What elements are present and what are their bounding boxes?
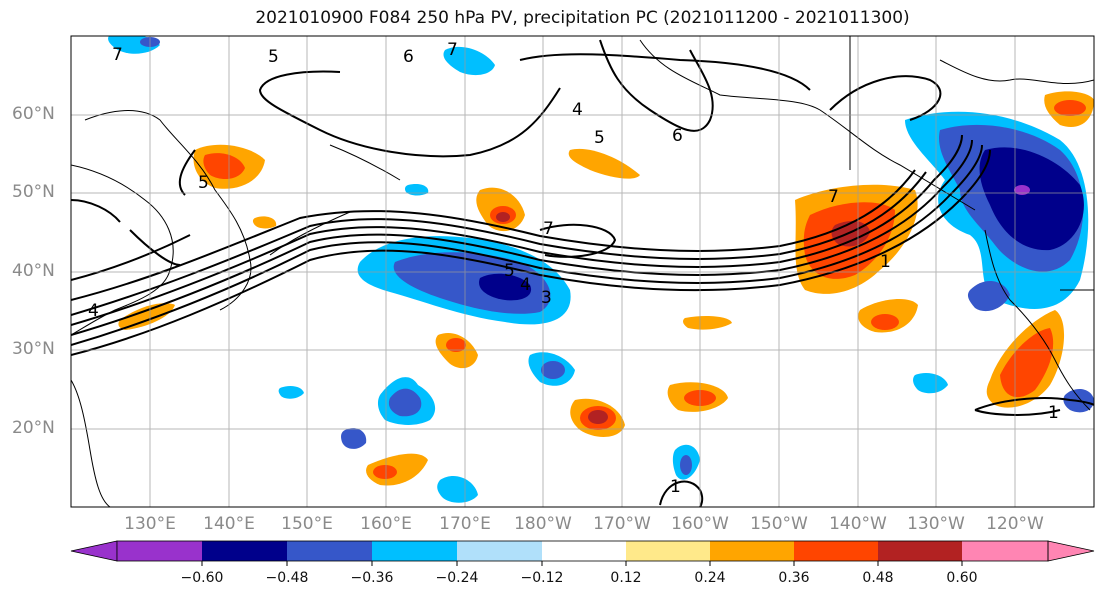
- contour-label: 5: [594, 128, 605, 148]
- pv-contours: [71, 39, 1094, 507]
- colorbar-segment: [117, 541, 202, 561]
- lon-label: 150°W: [750, 514, 808, 534]
- map-frame: [70, 35, 1095, 508]
- colorbar-tick-label: 0.12: [610, 570, 642, 586]
- contour-label: 3: [541, 288, 552, 308]
- contour-label: 4: [88, 301, 99, 321]
- lon-label: 130°W: [907, 514, 965, 534]
- graticule: [71, 36, 1094, 507]
- lon-label: 170°E: [439, 514, 491, 534]
- colorbar-tick-label: 0.48: [862, 570, 894, 586]
- map-title: 2021010900 F084 250 hPa PV, precipitatio…: [255, 8, 910, 28]
- precip-shading: [108, 36, 1094, 503]
- lon-label: 180°W: [514, 514, 572, 534]
- colorbar-segment: [626, 541, 710, 561]
- colorbar-segment: [794, 541, 878, 561]
- lon-label: 170°W: [593, 514, 651, 534]
- colorbar-tick-label: −0.36: [350, 570, 394, 586]
- contour-label: 7: [447, 40, 458, 60]
- lat-label: 40°N: [12, 261, 55, 281]
- contour-label: 6: [403, 47, 414, 67]
- lon-label: 150°E: [281, 514, 333, 534]
- contour-label: 5: [198, 173, 209, 193]
- lon-label: 160°E: [360, 514, 412, 534]
- colorbar-segment: [457, 541, 542, 561]
- colorbar-segment: [542, 541, 626, 561]
- lat-label: 50°N: [12, 182, 55, 202]
- contour-label: 1: [670, 477, 681, 497]
- lon-label: 140°E: [203, 514, 255, 534]
- lon-label: 160°W: [671, 514, 729, 534]
- colorbar: [70, 540, 1095, 566]
- colorbar-tick-label: −0.48: [265, 570, 309, 586]
- colorbar-segment: [372, 541, 457, 561]
- contour-label: 7: [543, 219, 554, 239]
- colorbar-segment: [287, 541, 372, 561]
- contour-label: 5: [268, 47, 279, 67]
- colorbar-tick-label: −0.12: [520, 570, 564, 586]
- contour-label: 6: [672, 126, 683, 146]
- lon-label: 130°E: [124, 514, 176, 534]
- contour-label: 7: [828, 187, 839, 207]
- colorbar-tick-label: 0.24: [694, 570, 726, 586]
- lat-label: 30°N: [12, 339, 55, 359]
- contour-label: 7: [112, 45, 123, 65]
- colorbar-segment: [70, 540, 118, 562]
- colorbar-tick-label: −0.60: [180, 570, 224, 586]
- colorbar-segment: [878, 541, 962, 561]
- colorbar-segment: [962, 541, 1048, 561]
- colorbar-segment: [710, 541, 794, 561]
- lat-label: 20°N: [12, 418, 55, 438]
- colorbar-segment: [202, 541, 287, 561]
- lon-label: 120°W: [986, 514, 1044, 534]
- contour-label: 4: [572, 100, 583, 120]
- contour-label: 5: [504, 261, 515, 281]
- contour-label: 4: [520, 275, 531, 295]
- colorbar-tick-label: 0.60: [946, 570, 978, 586]
- colorbar-tick-label: 0.36: [778, 570, 810, 586]
- contour-label: 1: [1048, 403, 1059, 423]
- colorbar-segment: [1047, 540, 1095, 562]
- lon-label: 140°W: [829, 514, 887, 534]
- coastlines: [71, 36, 1094, 507]
- colorbar-tick-label: −0.24: [435, 570, 479, 586]
- contour-label: 1: [880, 252, 891, 272]
- lat-label: 60°N: [12, 104, 55, 124]
